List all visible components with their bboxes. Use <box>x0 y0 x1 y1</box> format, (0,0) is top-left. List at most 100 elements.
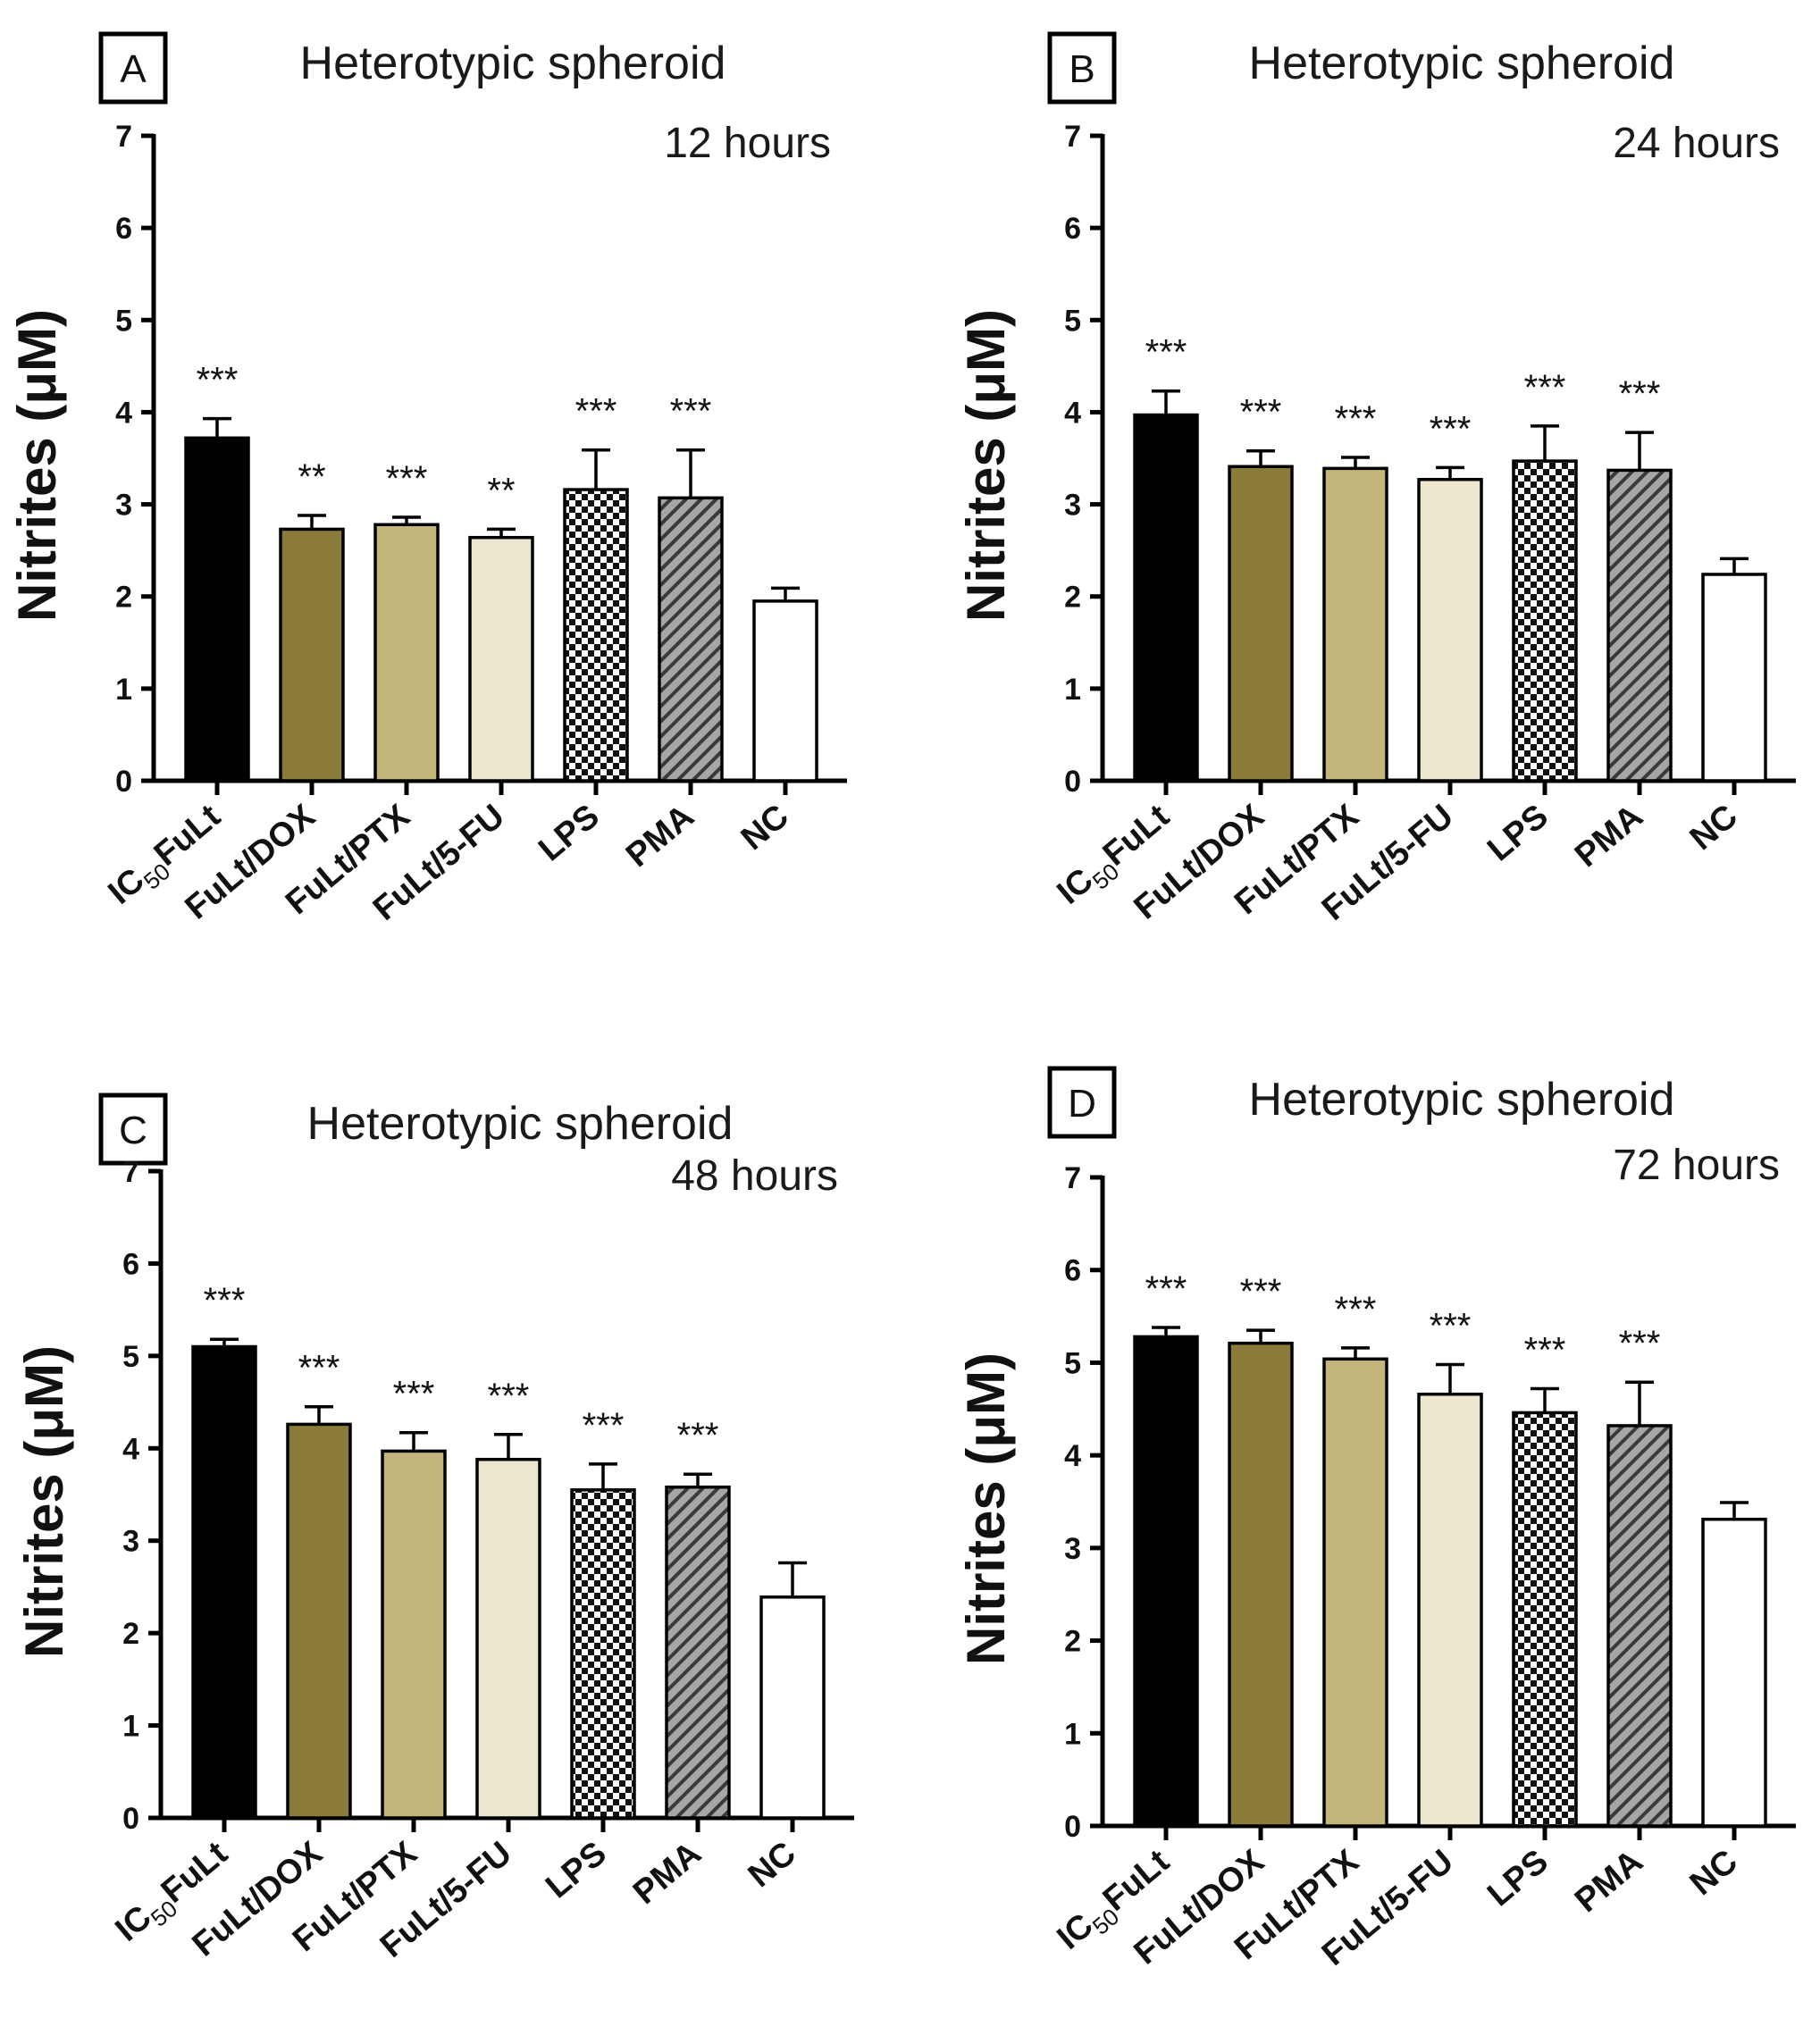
significance-label-fult-5-fu: *** <box>1430 409 1472 448</box>
y-tick-label: 7 <box>115 120 132 154</box>
bar-fult-5-fu <box>1417 477 1483 783</box>
panel-label-box <box>98 31 168 105</box>
bar-nc <box>1701 573 1767 783</box>
y-tick-label: 3 <box>1064 1532 1081 1566</box>
bar-fult-5-fu <box>475 1457 541 1820</box>
y-tick-label: 4 <box>1064 396 1081 430</box>
significance-label-fult-dox: *** <box>1240 393 1282 432</box>
significance-label-ic50fult: *** <box>1145 333 1187 373</box>
chart-title: Heterotypic spheroid <box>300 38 726 89</box>
y-tick-label: 0 <box>115 765 132 799</box>
y-tick-label: 7 <box>1064 120 1081 154</box>
panel-label-box <box>1047 1066 1117 1139</box>
bar-lps <box>563 488 629 783</box>
chart-subtitle: 48 hours <box>671 1152 838 1200</box>
x-tick-label-pma: PMA <box>619 798 701 875</box>
significance-label-fult-dox: ** <box>298 457 325 497</box>
significance-label-fult-ptx: *** <box>386 459 428 498</box>
x-tick-label-pma: PMA <box>1568 1843 1650 1920</box>
y-tick-label: 4 <box>1064 1439 1081 1473</box>
bar-nc <box>759 1595 826 1820</box>
y-tick-label: 6 <box>1064 212 1081 246</box>
bar-pma <box>1606 1424 1673 1828</box>
chart-panel-d: D Heterotypic spheroid 72 hours Nitrites (μ… <box>956 1066 1796 1973</box>
significance-label-fult-dox: *** <box>1240 1272 1282 1311</box>
y-tick-label: 7 <box>122 1155 139 1189</box>
significance-label-fult-ptx: *** <box>1335 1290 1377 1329</box>
significance-label-ic50fult: *** <box>197 361 239 400</box>
bar-fult-dox <box>1228 1341 1294 1828</box>
y-tick-label: 6 <box>1064 1254 1081 1288</box>
y-tick-label: 5 <box>115 304 132 338</box>
bar-nc <box>752 599 818 783</box>
y-tick-label: 1 <box>122 1710 139 1744</box>
y-axis-label: Nitrites (μM) <box>7 309 67 622</box>
y-tick-label: 5 <box>1064 1346 1081 1380</box>
bar-fult-dox <box>279 527 345 783</box>
x-tick-label-pma: PMA <box>1568 798 1650 875</box>
significance-label-ic50fult: *** <box>1145 1269 1187 1309</box>
x-tick-label-lps: LPS <box>1480 798 1556 869</box>
chart-subtitle: 24 hours <box>1613 120 1780 167</box>
bar-ic50fult <box>1133 1335 1199 1828</box>
bar-fult-5-fu <box>468 535 534 783</box>
bar-ic50fult <box>191 1344 257 1820</box>
panel-label-box <box>98 1093 168 1166</box>
panel-label: D <box>1068 1082 1096 1126</box>
panel-label: B <box>1069 47 1095 91</box>
chart-panel-a: A Heterotypic spheroid 12 hours Nitrites (μ… <box>7 31 847 928</box>
significance-label-ic50fult: *** <box>204 1281 246 1320</box>
significance-label-pma: *** <box>670 392 712 431</box>
y-axis-label: Nitrites (μM) <box>956 309 1016 622</box>
bar-fult-ptx <box>381 1449 447 1820</box>
y-tick-label: 3 <box>1064 489 1081 523</box>
chart-title: Heterotypic spheroid <box>1249 1074 1675 1126</box>
significance-label-lps: *** <box>575 392 617 431</box>
bar-lps <box>570 1488 636 1820</box>
y-tick-label: 1 <box>1064 1717 1081 1751</box>
significance-label-fult-ptx: *** <box>1335 399 1377 439</box>
significance-label-lps: *** <box>583 1406 625 1445</box>
bar-fult-ptx <box>1322 1357 1388 1828</box>
significance-label-lps: *** <box>1524 1330 1566 1369</box>
y-tick-label: 6 <box>122 1247 139 1281</box>
bar-pma <box>1606 468 1673 783</box>
chart-panel-b: B Heterotypic spheroid 24 hours Nitrites (μ… <box>956 31 1796 928</box>
y-axis-label: Nitrites (μM) <box>956 1352 1016 1665</box>
x-tick-label-nc: NC <box>1683 798 1745 858</box>
panel-label: A <box>120 47 147 91</box>
panel-label-box <box>1047 31 1117 105</box>
y-tick-label: 3 <box>122 1525 139 1559</box>
significance-label-fult-5-fu: ** <box>487 471 515 510</box>
y-tick-label: 3 <box>115 489 132 523</box>
bar-fult-dox <box>1228 465 1294 783</box>
y-tick-label: 2 <box>1064 581 1081 615</box>
chart-title: Heterotypic spheroid <box>1249 38 1675 89</box>
x-tick-label-lps: LPS <box>1480 1843 1556 1914</box>
significance-label-fult-5-fu: *** <box>1430 1307 1472 1346</box>
y-tick-label: 0 <box>122 1802 139 1836</box>
x-tick-label-lps: LPS <box>539 1835 614 1906</box>
x-tick-label-lps: LPS <box>532 798 607 869</box>
x-tick-label-nc: NC <box>734 798 796 858</box>
y-tick-label: 1 <box>115 673 132 707</box>
y-tick-label: 4 <box>115 396 132 430</box>
significance-label-lps: *** <box>1524 368 1566 407</box>
significance-label-pma: *** <box>1619 374 1661 414</box>
y-tick-label: 0 <box>1064 765 1081 799</box>
y-tick-label: 5 <box>1064 304 1081 338</box>
chart-title: Heterotypic spheroid <box>307 1098 734 1150</box>
significance-label-pma: *** <box>1619 1324 1661 1363</box>
chart-subtitle: 12 hours <box>664 120 831 167</box>
x-tick-label-nc: NC <box>1683 1843 1745 1903</box>
significance-label-fult-ptx: *** <box>393 1375 435 1414</box>
y-tick-label: 1 <box>1064 673 1081 707</box>
bar-pma <box>658 496 724 783</box>
significance-label-fult-5-fu: *** <box>488 1377 530 1416</box>
bar-fult-ptx <box>373 523 440 783</box>
bar-fult-ptx <box>1322 466 1388 783</box>
y-axis-label: Nitrites (μM) <box>14 1345 74 1658</box>
panel-label: C <box>119 1109 147 1152</box>
